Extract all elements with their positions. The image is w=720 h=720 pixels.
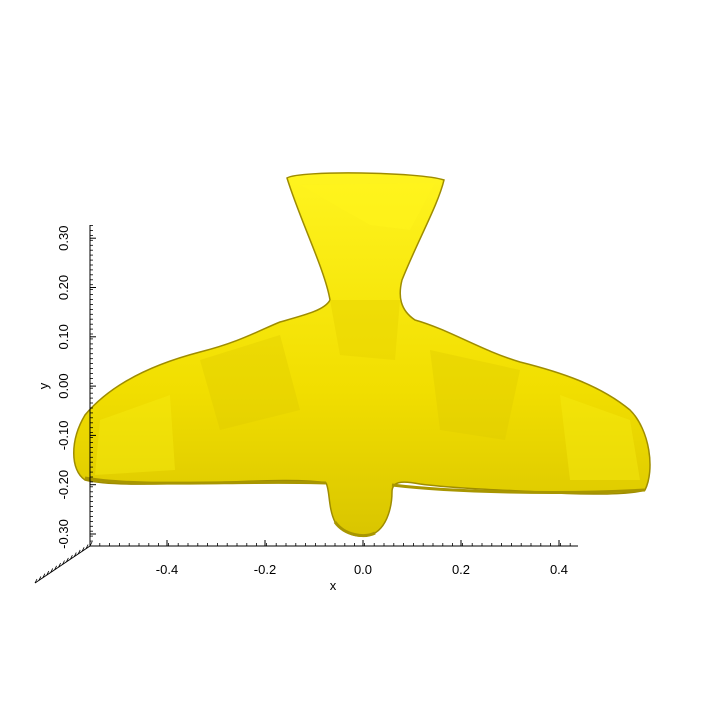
x-tick-label: 0.4 [550, 562, 568, 577]
z-minor-tick [77, 549, 81, 555]
z-minor-tick [54, 565, 57, 570]
z-minor-tick [66, 557, 69, 563]
yellow-surface [73, 172, 651, 537]
x-axis-major-ticks [166, 540, 560, 546]
z-axis-minor-ticks [34, 541, 93, 584]
surface-shadow-edge [333, 521, 376, 537]
z-minor-tick [46, 570, 50, 576]
y-tick-label: 0.20 [56, 275, 71, 300]
z-minor-tick [50, 568, 54, 573]
x-tick-label: 0.2 [452, 562, 470, 577]
surface-highlight [300, 183, 435, 230]
z-minor-tick [81, 547, 85, 552]
surface-facet [560, 395, 640, 480]
z-minor-tick [58, 562, 61, 568]
z-minor-tick [62, 560, 65, 565]
surface-facet [430, 350, 520, 440]
x-axis-tick-labels: -0.4 -0.2 0.0 0.2 0.4 [156, 562, 568, 577]
x-axis-title: x [330, 578, 337, 593]
y-tick-label: -0.20 [56, 470, 71, 500]
y-tick-label: 0.30 [56, 226, 71, 251]
x-tick-label: 0.0 [354, 562, 372, 577]
surface-facet [200, 335, 300, 430]
y-axis-title: y [36, 382, 51, 389]
z-minor-tick [85, 544, 89, 549]
x-axis-minor-ticks [89, 543, 571, 546]
surface-shadow-edge [391, 483, 646, 494]
y-axis-tick-labels: -0.30 -0.20 -0.10 0.00 0.10 0.20 0.30 [56, 226, 71, 549]
z-minor-tick [34, 578, 38, 584]
z-minor-tick [42, 573, 46, 578]
z-minor-tick [89, 541, 93, 547]
z-minor-tick [73, 552, 77, 557]
x-tick-label: -0.2 [254, 562, 276, 577]
y-tick-label: -0.10 [56, 421, 71, 451]
y-tick-label: 0.10 [56, 324, 71, 349]
x-tick-label: -0.4 [156, 562, 178, 577]
y-axis: -0.30 -0.20 -0.10 0.00 0.10 0.20 0.30 y [36, 225, 96, 549]
surface-facet [95, 395, 175, 475]
surface-shadow-edge [84, 476, 327, 485]
z-minor-tick [38, 576, 42, 581]
x-axis: -0.4 -0.2 0.0 0.2 0.4 x [89, 540, 578, 593]
y-tick-label: 0.00 [56, 373, 71, 398]
y-axis-major-ticks [90, 237, 96, 535]
surface-facet [330, 300, 400, 360]
z-axis [34, 541, 93, 584]
z-minor-tick [70, 555, 73, 560]
y-tick-label: -0.30 [56, 519, 71, 549]
